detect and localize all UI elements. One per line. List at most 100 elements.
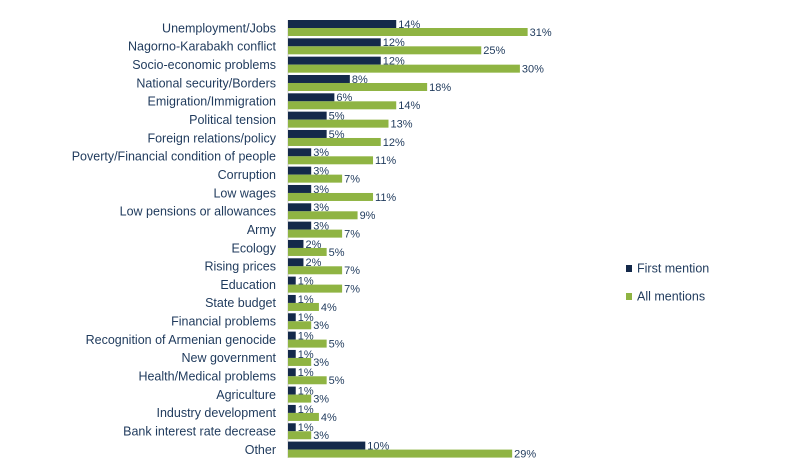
category-label-rising-prices: Rising prices: [204, 260, 276, 274]
bar-all-mentions-bank-interest-rate-decrease: [288, 431, 312, 440]
value-label-first-mention-foreign-relations-policy: 5%: [329, 129, 345, 141]
bar-all-mentions-emigration-immigration: [288, 101, 397, 110]
bar-all-mentions-national-security-borders: [288, 82, 428, 91]
category-label-unemployment-jobs: Unemployment/Jobs: [162, 21, 276, 35]
value-label-first-mention-low-pensions-or-allowances: 3%: [313, 202, 329, 214]
bar-first-mention-national-security-borders: [288, 74, 350, 83]
bar-all-mentions-agriculture: [288, 394, 312, 403]
bar-first-mention-army: [288, 221, 312, 230]
bar-first-mention-unemployment-jobs: [288, 20, 397, 28]
bar-all-mentions-foreign-relations-policy: [288, 137, 381, 146]
category-label-low-wages: Low wages: [213, 186, 276, 200]
bar-all-mentions-low-pensions-or-allowances: [288, 211, 358, 220]
value-label-first-mention-state-budget: 1%: [298, 294, 314, 306]
category-label-other: Other: [245, 443, 276, 457]
bar-first-mention-rising-prices: [288, 258, 304, 267]
value-label-all-mentions-other: 29%: [514, 448, 536, 458]
bar-first-mention-health-medical-problems: [288, 368, 296, 377]
bar-all-mentions-health-medical-problems: [288, 376, 327, 385]
bar-first-mention-low-wages: [288, 184, 312, 193]
value-label-first-mention-unemployment-jobs: 14%: [398, 19, 420, 31]
value-label-all-mentions-recognition-of-armenian-genocide: 5%: [329, 339, 345, 351]
value-label-first-mention-nagorno-karabakh-conflict: 12%: [383, 37, 405, 49]
category-label-emigration-immigration: Emigration/Immigration: [147, 95, 276, 109]
value-label-first-mention-political-tension: 5%: [329, 111, 345, 123]
bar-all-mentions-low-wages: [288, 192, 374, 201]
category-label-industry-development: Industry development: [156, 406, 276, 420]
bar-all-mentions-poverty-financial-condition-of-people: [288, 156, 374, 165]
value-label-all-mentions-health-medical-problems: 5%: [329, 375, 345, 387]
bar-first-mention-bank-interest-rate-decrease: [288, 423, 296, 432]
value-label-first-mention-rising-prices: 2%: [305, 257, 321, 269]
bar-all-mentions-unemployment-jobs: [288, 28, 528, 36]
category-label-agriculture: Agriculture: [216, 388, 276, 402]
value-label-all-mentions-army: 7%: [344, 229, 360, 241]
value-label-all-mentions-political-tension: 13%: [390, 119, 412, 131]
bar-all-mentions-ecology: [288, 247, 327, 256]
value-label-first-mention-other: 10%: [367, 440, 389, 452]
value-label-all-mentions-corruption: 7%: [344, 174, 360, 186]
value-label-first-mention-industry-development: 1%: [298, 404, 314, 416]
value-label-first-mention-ecology: 2%: [305, 239, 321, 251]
value-label-first-mention-education: 1%: [298, 276, 314, 288]
labels-group: Unemployment/Jobs 14% 31% Nagorno-Karabakh …: [72, 19, 552, 458]
bar-all-mentions-industry-development: [288, 412, 319, 421]
category-label-socio-economic-problems: Socio-economic problems: [132, 58, 276, 72]
category-label-foreign-relations-policy: Foreign relations/policy: [147, 131, 276, 145]
bar-first-mention-corruption: [288, 166, 312, 175]
category-label-health-medical-problems: Health/Medical problems: [138, 370, 276, 384]
value-label-first-mention-corruption: 3%: [313, 166, 329, 178]
value-label-first-mention-agriculture: 1%: [298, 386, 314, 398]
value-label-first-mention-bank-interest-rate-decrease: 1%: [298, 422, 314, 434]
value-label-all-mentions-low-pensions-or-allowances: 9%: [360, 210, 376, 222]
legend-label-first-mention: First mention: [637, 261, 709, 275]
legend-swatch-all-mentions: [626, 293, 632, 300]
category-label-ecology: Ecology: [232, 241, 277, 255]
value-label-first-mention-low-wages: 3%: [313, 184, 329, 196]
category-label-corruption: Corruption: [218, 168, 276, 182]
value-label-all-mentions-poverty-financial-condition-of-people: 11%: [375, 155, 396, 167]
bar-first-mention-recognition-of-armenian-genocide: [288, 331, 296, 340]
category-label-new-government: New government: [182, 351, 277, 365]
bar-all-mentions-rising-prices: [288, 266, 343, 275]
bar-first-mention-other: [288, 441, 366, 450]
value-label-all-mentions-low-wages: 11%: [375, 192, 396, 204]
value-label-all-mentions-national-security-borders: 18%: [429, 82, 451, 94]
bar-first-mention-socio-economic-problems: [288, 56, 381, 65]
bar-all-mentions-army: [288, 229, 343, 238]
value-label-all-mentions-industry-development: 4%: [321, 412, 337, 424]
bar-first-mention-financial-problems: [288, 313, 296, 322]
legend-label-all-mentions: All mentions: [637, 289, 705, 303]
bar-first-mention-industry-development: [288, 404, 296, 413]
value-label-all-mentions-education: 7%: [344, 284, 360, 296]
bar-all-mentions-recognition-of-armenian-genocide: [288, 339, 327, 348]
value-label-all-mentions-emigration-immigration: 14%: [398, 100, 420, 112]
bar-first-mention-new-government: [288, 349, 296, 358]
legend-swatch-first-mention: [626, 265, 632, 272]
value-label-all-mentions-nagorno-karabakh-conflict: 25%: [483, 45, 505, 57]
bar-first-mention-state-budget: [288, 294, 296, 303]
value-label-first-mention-army: 3%: [313, 221, 329, 233]
bar-all-mentions-political-tension: [288, 119, 389, 128]
bar-first-mention-education: [288, 276, 296, 285]
value-label-all-mentions-bank-interest-rate-decrease: 3%: [313, 430, 329, 442]
bar-all-mentions-financial-problems: [288, 321, 312, 330]
value-label-first-mention-emigration-immigration: 6%: [336, 92, 352, 104]
bar-first-mention-political-tension: [288, 111, 327, 120]
value-label-first-mention-health-medical-problems: 1%: [298, 367, 314, 379]
value-label-all-mentions-rising-prices: 7%: [344, 265, 360, 277]
bar-all-mentions-state-budget: [288, 302, 319, 311]
category-label-state-budget: State budget: [205, 296, 276, 310]
value-label-first-mention-financial-problems: 1%: [298, 312, 314, 324]
bar-all-mentions-nagorno-karabakh-conflict: [288, 46, 482, 55]
value-label-first-mention-socio-economic-problems: 12%: [383, 56, 405, 68]
category-label-poverty-financial-condition-of-people: Poverty/Financial condition of people: [72, 150, 276, 164]
bar-all-mentions-new-government: [288, 357, 312, 366]
value-label-all-mentions-financial-problems: 3%: [313, 320, 329, 332]
value-label-all-mentions-state-budget: 4%: [321, 302, 337, 314]
value-label-first-mention-national-security-borders: 8%: [352, 74, 368, 86]
category-label-army: Army: [247, 223, 277, 237]
value-label-all-mentions-foreign-relations-policy: 12%: [383, 137, 405, 149]
value-label-first-mention-new-government: 1%: [298, 349, 314, 361]
